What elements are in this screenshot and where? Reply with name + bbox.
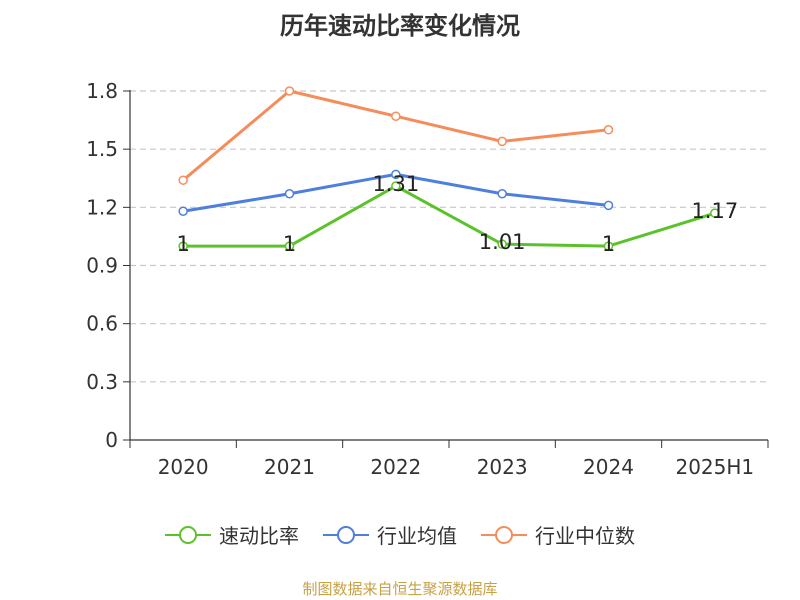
x-tick-label: 2021: [264, 455, 315, 479]
data-point: [178, 206, 188, 216]
data-point: [284, 86, 295, 96]
data-label: 1.17: [691, 199, 738, 223]
legend-swatch-industry-median-icon: [481, 525, 527, 544]
data-point: [391, 181, 401, 191]
data-point: [178, 175, 188, 185]
x-tick-label: 2022: [370, 455, 421, 479]
data-point: [284, 189, 295, 199]
source-note: 制图数据来自恒生聚源数据库: [302, 580, 498, 598]
y-tick-label: 0.3: [86, 370, 118, 394]
data-point: [603, 200, 614, 211]
y-tick-label: 0.9: [86, 254, 118, 278]
y-tick-label: 0.6: [86, 312, 118, 336]
legend-swatch-quick-ratio-icon: [165, 525, 211, 544]
series-line-0: [183, 184, 716, 248]
data-point: [391, 169, 401, 180]
legend-item-quick-ratio[interactable]: 速动比率: [165, 520, 299, 549]
y-tick-label: 1.5: [86, 137, 118, 161]
x-tick-label: 2024: [583, 455, 634, 479]
grid-layer: [130, 90, 768, 383]
legend-label-industry-median: 行业中位数: [535, 524, 635, 548]
data-point: [497, 136, 507, 147]
legend-swatch-industry-mean-icon: [323, 525, 369, 544]
data-label: 1: [283, 232, 296, 256]
legend-label-industry-mean: 行业均值: [377, 524, 457, 548]
legend-item-industry-mean[interactable]: 行业均值: [323, 520, 457, 549]
legend: 速动比率 行业均值 行业中位数: [0, 520, 800, 549]
data-label: 1: [602, 232, 615, 256]
data-label: 1.01: [479, 230, 526, 254]
label-layer: 1 1 1.31 1.01 1 1.17: [176, 172, 738, 256]
y-tick-label: 0: [105, 428, 118, 452]
x-tick-label: 2020: [158, 455, 209, 479]
legend-label-quick-ratio: 速动比率: [219, 524, 299, 548]
data-point: [497, 239, 507, 249]
series-layer: [178, 86, 720, 251]
data-point: [603, 241, 614, 251]
legend-item-industry-median[interactable]: 行业中位数: [481, 520, 635, 549]
axis-layer: 0 0.3 0.6 0.9 1.2 1.5 1.8 2020 2021 2022 2023 2024 2…: [86, 79, 769, 479]
x-tick-label: 2023: [477, 455, 528, 479]
data-label: 1.31: [372, 172, 419, 196]
data-point: [497, 189, 507, 199]
data-label: 1: [176, 232, 189, 256]
series-line-2: [182, 89, 609, 182]
x-tick-label: 2025H1: [675, 455, 754, 479]
data-point: [391, 111, 401, 121]
data-point: [603, 125, 614, 135]
y-tick-label: 1.8: [86, 79, 118, 103]
data-point: [178, 241, 188, 251]
data-point: [284, 241, 295, 251]
chart-title: 历年速动比率变化情况: [280, 12, 520, 40]
data-point: [710, 208, 720, 218]
y-tick-label: 1.2: [86, 195, 118, 219]
